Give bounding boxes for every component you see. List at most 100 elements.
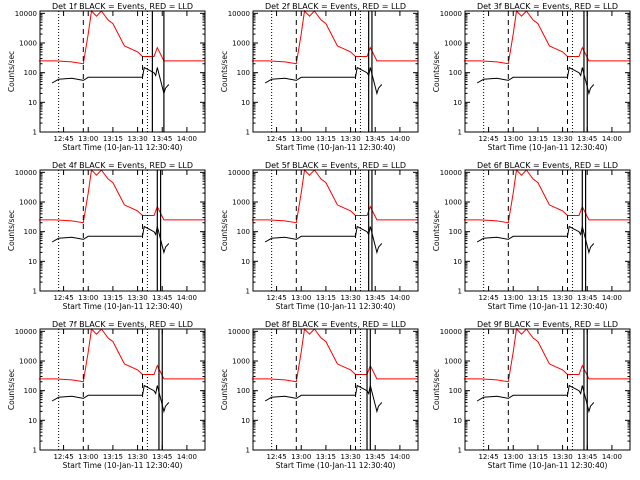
y-tick-label: 10000 [440,10,462,18]
plot-frame [464,169,631,292]
events-line [264,384,383,414]
y-tick-label: 10000 [228,328,250,336]
lld-line [38,9,205,65]
y-axis-label: Counts/sec [432,210,441,251]
y-tick-label: 10000 [228,10,250,18]
x-tick-label: 13:30 [552,294,572,302]
y-tick-label: 1 [33,447,37,455]
x-tick-label: 13:00 [291,294,311,302]
x-tick-label: 13:15 [103,453,123,461]
y-tick-label: 1000 [444,358,462,366]
x-tick-label: 13:45 [152,453,172,461]
x-tick-label: 13:15 [316,135,336,143]
x-tick-label: 13:30 [127,453,147,461]
y-tick-label: 1000 [19,199,37,207]
x-tick-label: 13:45 [577,294,597,302]
y-tick-label: 100 [449,228,462,236]
y-axis-label: Counts/sec [7,210,16,251]
x-tick-label: 13:15 [316,453,336,461]
y-axis-label: Counts/sec [7,51,16,92]
x-tick-label: 12:45 [266,453,286,461]
events-line [476,384,595,414]
x-axis-label: Start Time (10-Jan-11 12:30:40) [276,302,396,311]
y-axis-label: Counts/sec [220,51,229,92]
x-tick-label: 12:45 [266,135,286,143]
chart-panel-9f: Det 9f BLACK = Events, RED = LLD 1 10 100 10… [432,320,631,470]
x-tick-label: 12:45 [478,135,498,143]
y-tick-label: 10 [28,99,37,107]
events-line [51,225,170,255]
y-tick-label: 10 [453,99,462,107]
y-tick-label: 100 [24,387,37,395]
plot-frame [252,328,419,451]
y-tick-label: 100 [237,69,250,77]
chart-panel-6f: Det 6f BLACK = Events, RED = LLD 1 10 100 10… [432,161,631,311]
y-tick-label: 10000 [15,328,37,336]
x-tick-label: 13:45 [577,453,597,461]
plot-frame [39,169,206,292]
lld-line [251,168,418,224]
x-tick-label: 13:45 [152,135,172,143]
x-axis-label: Start Time (10-Jan-11 12:30:40) [488,302,608,311]
y-tick-label: 100 [237,387,250,395]
chart-title: Det 4f BLACK = Events, RED = LLD [52,161,193,170]
x-tick-label: 14:00 [390,294,410,302]
y-tick-label: 10 [453,417,462,425]
x-tick-label: 13:00 [503,453,523,461]
y-tick-label: 100 [237,228,250,236]
chart-panel-8f: Det 8f BLACK = Events, RED = LLD 1 10 100 10… [220,320,419,470]
y-tick-label: 10000 [15,10,37,18]
lld-line [463,9,630,65]
x-tick-label: 13:30 [552,135,572,143]
chart-panel-7f: Det 7f BLACK = Events, RED = LLD 1 10 100 10… [7,320,206,470]
x-tick-label: 12:45 [478,453,498,461]
x-tick-label: 13:00 [291,135,311,143]
x-tick-label: 13:15 [528,294,548,302]
x-tick-label: 13:30 [340,135,360,143]
x-tick-label: 14:00 [602,294,622,302]
y-tick-label: 100 [449,69,462,77]
x-tick-label: 13:45 [365,135,385,143]
x-axis-label: Start Time (10-Jan-11 12:30:40) [488,461,608,470]
chart-panel-3f: Det 3f BLACK = Events, RED = LLD 1 10 100 10… [432,2,631,152]
lld-line [463,168,630,224]
x-axis-label: Start Time (10-Jan-11 12:30:40) [488,143,608,152]
x-tick-label: 14:00 [177,453,197,461]
y-tick-label: 100 [24,69,37,77]
chart-title: Det 9f BLACK = Events, RED = LLD [477,320,618,329]
chart-title: Det 7f BLACK = Events, RED = LLD [52,320,193,329]
chart-panel-1f: Det 1f BLACK = Events, RED = LLD 1 10 100 10… [7,2,206,152]
x-tick-label: 14:00 [390,135,410,143]
events-line [51,66,170,96]
chart-panel-2f: Det 2f BLACK = Events, RED = LLD 1 10 100 10… [220,2,419,152]
x-tick-label: 13:45 [365,453,385,461]
y-tick-label: 1 [246,288,250,296]
x-tick-label: 13:00 [503,294,523,302]
y-tick-label: 10000 [440,328,462,336]
y-tick-label: 1000 [19,40,37,48]
y-tick-label: 10 [453,258,462,266]
y-tick-label: 100 [24,228,37,236]
x-tick-label: 13:00 [291,453,311,461]
x-axis-label: Start Time (10-Jan-11 12:30:40) [276,143,396,152]
x-tick-label: 12:45 [53,135,73,143]
x-tick-label: 14:00 [602,453,622,461]
y-tick-label: 1000 [232,40,250,48]
events-line [476,66,595,96]
y-tick-label: 10 [241,258,250,266]
x-tick-label: 13:30 [552,453,572,461]
x-tick-label: 13:15 [528,135,548,143]
x-tick-label: 14:00 [602,135,622,143]
y-tick-label: 10 [28,417,37,425]
x-axis-label: Start Time (10-Jan-11 12:30:40) [63,302,183,311]
y-tick-label: 10 [28,258,37,266]
x-tick-label: 13:45 [365,294,385,302]
chart-title: Det 8f BLACK = Events, RED = LLD [265,320,406,329]
y-tick-label: 100 [449,387,462,395]
y-axis-label: Counts/sec [432,369,441,410]
y-tick-label: 1 [458,447,462,455]
chart-panel-4f: Det 4f BLACK = Events, RED = LLD 1 10 100 10… [7,161,206,311]
chart-title: Det 5f BLACK = Events, RED = LLD [265,161,406,170]
x-tick-label: 12:45 [266,294,286,302]
